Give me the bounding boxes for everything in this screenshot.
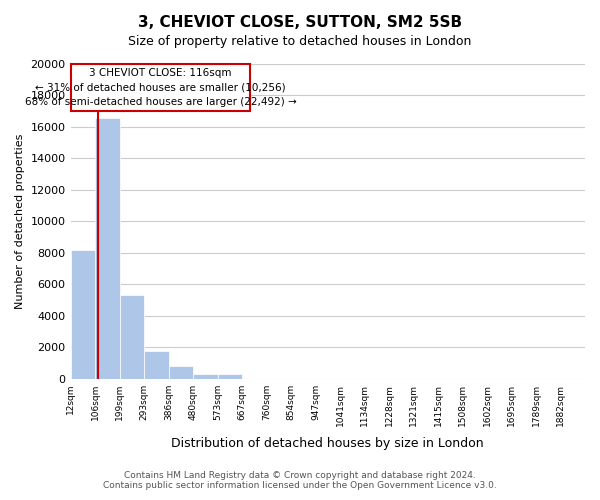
Bar <box>144 350 169 379</box>
Bar <box>95 118 119 379</box>
X-axis label: Distribution of detached houses by size in London: Distribution of detached houses by size … <box>172 437 484 450</box>
Bar <box>193 374 218 379</box>
Bar <box>71 64 250 111</box>
Text: Size of property relative to detached houses in London: Size of property relative to detached ho… <box>128 35 472 48</box>
Bar <box>71 250 95 379</box>
Text: 3 CHEVIOT CLOSE: 116sqm
← 31% of detached houses are smaller (10,256)
68% of sem: 3 CHEVIOT CLOSE: 116sqm ← 31% of detache… <box>25 68 296 108</box>
Text: 3, CHEVIOT CLOSE, SUTTON, SM2 5SB: 3, CHEVIOT CLOSE, SUTTON, SM2 5SB <box>138 15 462 30</box>
Text: Contains HM Land Registry data © Crown copyright and database right 2024.
Contai: Contains HM Land Registry data © Crown c… <box>103 470 497 490</box>
Bar <box>119 296 144 379</box>
Bar <box>218 374 242 379</box>
Bar <box>169 366 193 379</box>
Y-axis label: Number of detached properties: Number of detached properties <box>15 134 25 309</box>
